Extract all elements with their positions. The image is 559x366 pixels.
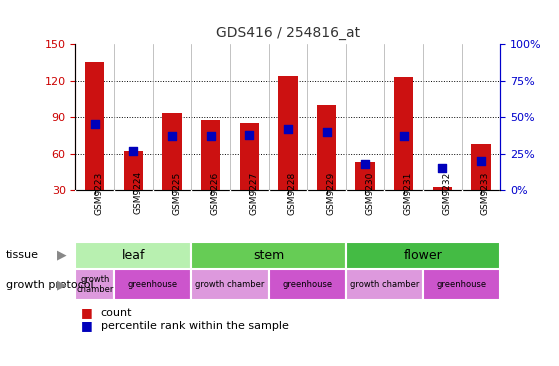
Point	[476, 158, 485, 164]
Point	[283, 126, 292, 132]
Text: greenhouse: greenhouse	[127, 280, 178, 289]
Text: ▶: ▶	[58, 278, 67, 291]
Text: ■: ■	[81, 306, 93, 320]
Text: growth chamber: growth chamber	[350, 280, 419, 289]
Bar	[75, 242, 191, 269]
Point	[361, 161, 369, 167]
Point	[129, 148, 138, 154]
Text: GSM9223: GSM9223	[95, 171, 104, 214]
Text: GSM9232: GSM9232	[442, 171, 451, 214]
Point	[245, 132, 254, 138]
Bar	[423, 269, 500, 300]
Text: tissue: tissue	[6, 250, 39, 260]
Text: count: count	[101, 308, 132, 318]
Text: GSM9229: GSM9229	[326, 171, 335, 214]
Text: growth chamber: growth chamber	[195, 280, 264, 289]
Bar	[240, 123, 259, 190]
Text: stem: stem	[253, 249, 284, 262]
Point	[206, 133, 215, 139]
Text: percentile rank within the sample: percentile rank within the sample	[101, 321, 288, 331]
Text: GSM9225: GSM9225	[172, 171, 181, 214]
Bar	[356, 162, 375, 190]
Bar	[394, 77, 414, 190]
Point	[168, 133, 177, 139]
Text: GSM9224: GSM9224	[134, 171, 143, 214]
Text: GSM9227: GSM9227	[249, 171, 258, 214]
Bar	[346, 269, 423, 300]
Bar	[124, 151, 143, 190]
Text: leaf: leaf	[122, 249, 145, 262]
Text: GSM9228: GSM9228	[288, 171, 297, 214]
Bar	[114, 269, 191, 300]
Text: growth
chamber: growth chamber	[76, 275, 113, 294]
Point	[399, 133, 408, 139]
Text: flower: flower	[404, 249, 442, 262]
Text: greenhouse: greenhouse	[282, 280, 332, 289]
Bar	[471, 144, 491, 190]
Bar	[191, 269, 268, 300]
Bar	[278, 76, 297, 190]
Bar	[162, 113, 182, 190]
Text: ■: ■	[81, 319, 93, 332]
Bar	[268, 269, 346, 300]
Text: growth protocol: growth protocol	[6, 280, 93, 290]
Point	[438, 165, 447, 171]
Bar	[75, 269, 114, 300]
Bar	[85, 62, 105, 190]
Text: greenhouse: greenhouse	[437, 280, 487, 289]
Bar	[201, 120, 220, 190]
Text: GSM9233: GSM9233	[481, 171, 490, 214]
Text: ▶: ▶	[58, 249, 67, 262]
Point	[91, 122, 100, 127]
Bar	[191, 242, 346, 269]
Title: GDS416 / 254816_at: GDS416 / 254816_at	[216, 26, 360, 40]
Text: GSM9226: GSM9226	[211, 171, 220, 214]
Text: GSM9231: GSM9231	[404, 171, 413, 214]
Text: GSM9230: GSM9230	[365, 171, 374, 214]
Bar	[433, 187, 452, 190]
Bar	[346, 242, 500, 269]
Bar	[317, 105, 336, 190]
Point	[322, 129, 331, 135]
